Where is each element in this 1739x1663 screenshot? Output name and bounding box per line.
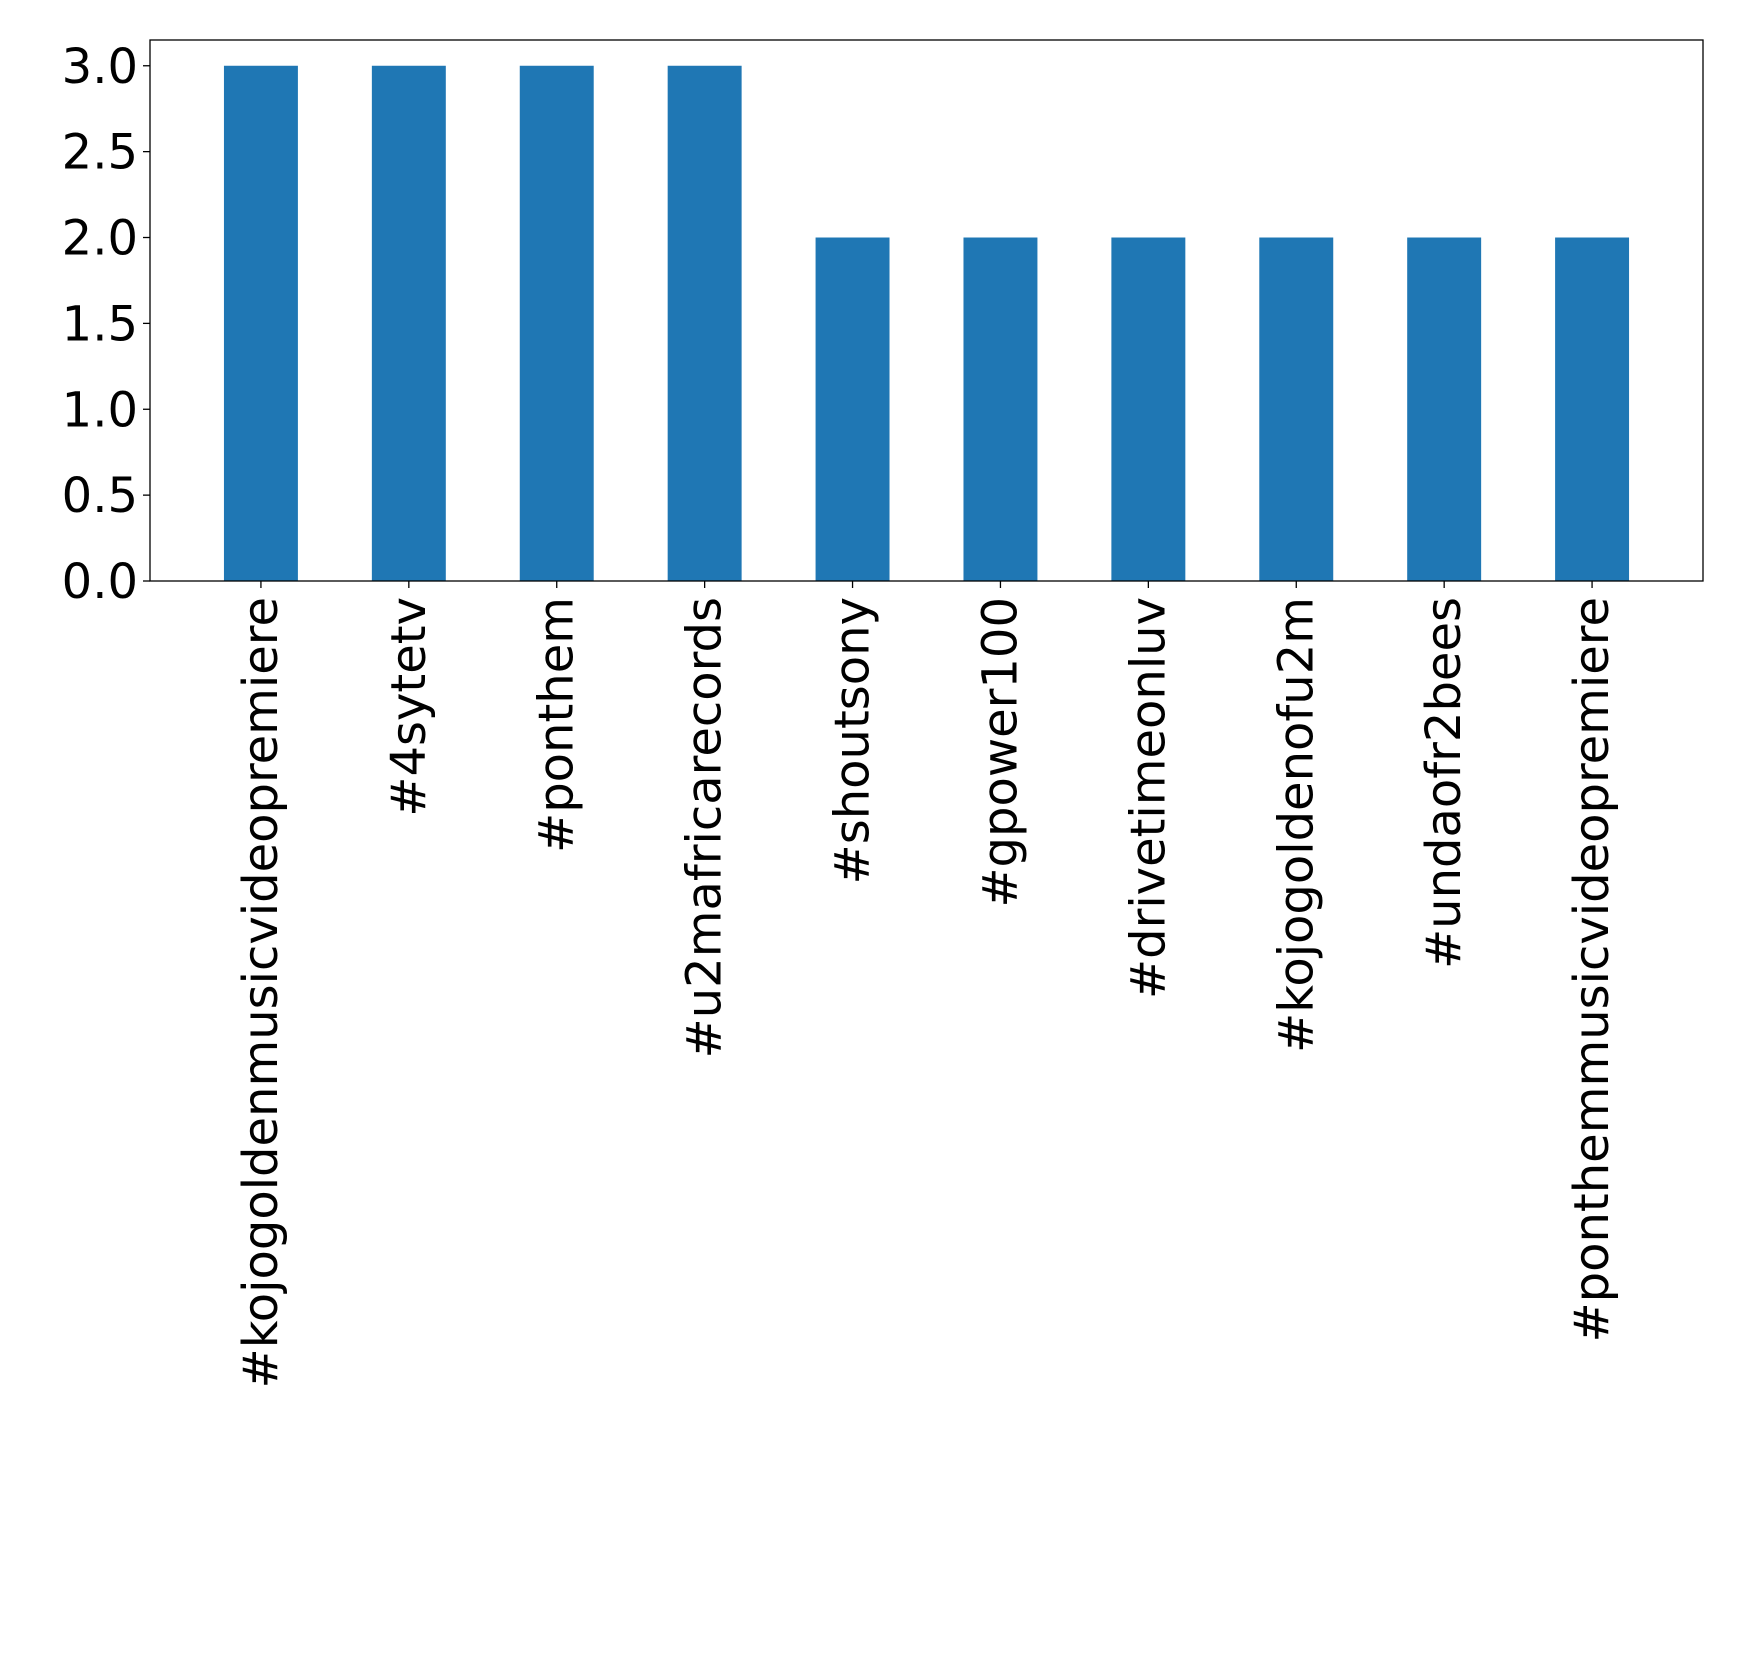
bar-6: [1111, 237, 1186, 581]
bar-1: [371, 65, 446, 581]
bar-9: [1555, 237, 1630, 581]
bar-7: [1259, 237, 1334, 581]
bar-3: [667, 65, 742, 581]
bar-5: [963, 237, 1038, 581]
y-tick-label-5: 2.5: [62, 125, 138, 181]
plot-frame: [149, 39, 1704, 582]
x-tick-label-8: #undaofr2bees: [1416, 597, 1472, 969]
bar-2: [519, 65, 594, 581]
bar-8: [1407, 237, 1482, 581]
x-axis: #kojogoldenmusicvideopremiere #4sytetv #po…: [233, 581, 1620, 1389]
x-tick-label-5: #gpower100: [972, 597, 1028, 908]
bar-0: [223, 65, 298, 581]
x-tick-label-1: #4sytetv: [381, 597, 437, 817]
y-tick-label-2: 1.0: [62, 382, 138, 438]
x-tick-label-4: #shoutsony: [825, 597, 881, 884]
x-tick-label-3: #u2mafricarecords: [677, 597, 733, 1058]
x-tick-label-2: #ponthem: [529, 597, 585, 853]
x-tick-label-0: #kojogoldenmusicvideopremiere: [233, 597, 289, 1389]
bar-4: [815, 237, 890, 581]
y-tick-label-1: 0.5: [62, 468, 138, 524]
y-tick-label-3: 1.5: [62, 296, 138, 352]
y-axis: 0.0 0.5 1.0 1.5 2.0 2.5 3.0: [62, 39, 150, 610]
x-tick-label-9: #ponthemmusicvideopremiere: [1564, 597, 1620, 1343]
x-tick-label-6: #drivetimeonluv: [1120, 597, 1176, 999]
y-tick-label-4: 2.0: [62, 211, 138, 267]
x-tick-label-7: #kojogoldenofu2m: [1268, 597, 1324, 1053]
bars-layer: [223, 65, 1630, 581]
y-tick-label-0: 0.0: [62, 554, 138, 610]
y-tick-label-6: 3.0: [62, 39, 138, 95]
